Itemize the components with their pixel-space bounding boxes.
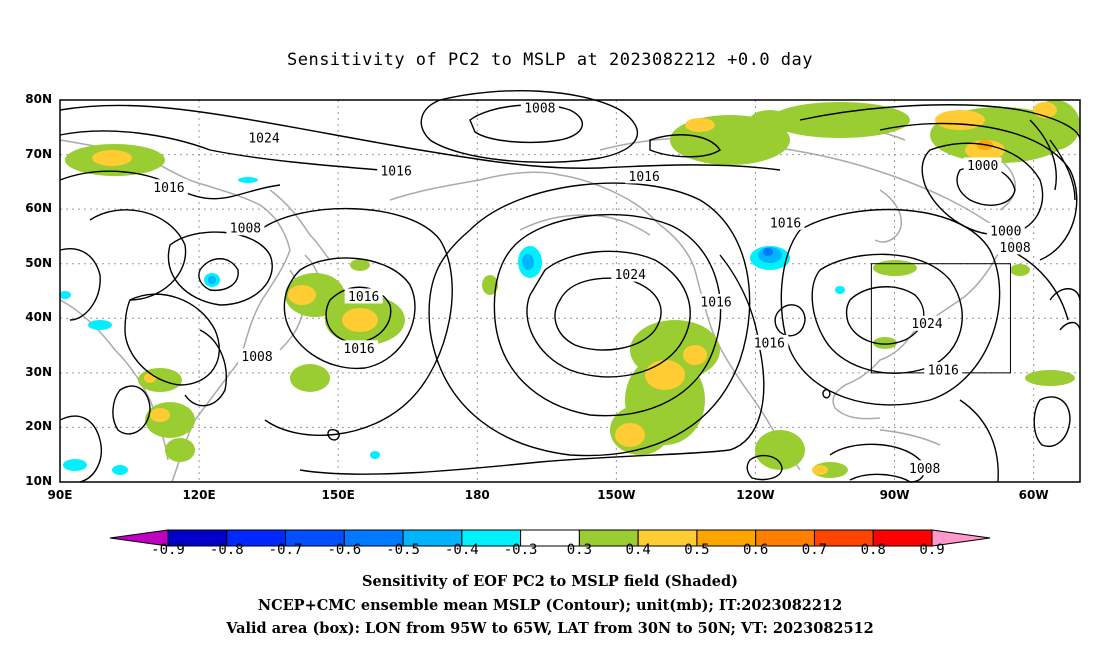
contour-label-bg: [908, 315, 946, 331]
contour-label-bg: [226, 220, 265, 236]
colorbar-label: -0.4: [444, 542, 479, 558]
caption-shaded: Sensitivity of EOF PC2 to MSLP field (Sh…: [362, 573, 738, 590]
lon-label: 150W: [597, 488, 636, 502]
contour-label-bg: [344, 288, 383, 304]
colorbar-label: -0.6: [327, 542, 362, 558]
contour-label: 1024: [911, 317, 942, 332]
colorbar-label: 0.6: [743, 542, 769, 558]
contour-label-bg: [697, 293, 736, 309]
contour-label-bg: [340, 340, 379, 356]
mslp-contours: [59, 90, 1081, 483]
contour-label-bg: [611, 266, 650, 282]
contour-labels: 1024 1008 1016 1016 1016 1000 1016 1000 1008 1008…: [149, 100, 1035, 477]
contour-label: 1024: [615, 268, 646, 283]
contour-label: 1016: [629, 170, 660, 185]
contour-label-bg: [986, 222, 1025, 238]
contour-label: 1008: [241, 350, 272, 365]
lon-label: 150E: [321, 488, 355, 502]
contour-label-bg: [625, 168, 664, 184]
contour-label: 1016: [343, 342, 374, 357]
lat-label: 50N: [25, 255, 52, 270]
colorbar-label: -0.9: [151, 542, 185, 558]
colorbar-label: 0.7: [801, 542, 828, 558]
contour-label: 1008: [230, 222, 261, 237]
lon-label: 180: [464, 488, 490, 502]
contour-label-bg: [245, 130, 283, 146]
lon-label: 90E: [47, 488, 73, 502]
contour-label-bg: [377, 162, 416, 178]
caption-contour: NCEP+CMC ensemble mean MSLP (Contour); u…: [257, 597, 843, 614]
contour-label: 1008: [909, 462, 940, 477]
contour-label: 1016: [153, 181, 184, 196]
contour-label-bg: [924, 362, 963, 378]
colorbar-label: 0.9: [919, 542, 945, 558]
contour-label: 1016: [754, 336, 785, 351]
lon-label: 120E: [182, 488, 216, 502]
gridlines: [60, 100, 1080, 482]
contour-label-bg: [520, 100, 559, 116]
contour-label: 1016: [380, 164, 411, 179]
map-title: Sensitivity of PC2 to MSLP at 2023082212…: [286, 50, 813, 70]
contour-label-bg: [766, 214, 805, 230]
lon-label: 60W: [1018, 488, 1049, 502]
lon-label: 90W: [879, 488, 910, 502]
colorbar-label: -0.8: [209, 542, 244, 558]
contour-label: 1016: [348, 290, 379, 305]
contour-label: 1016: [770, 216, 801, 231]
colorbar-label: 0.3: [566, 542, 593, 558]
caption-valid-area: Valid area (box): LON from 95W to 65W, L…: [226, 620, 874, 637]
lat-label: 80N: [25, 92, 52, 106]
colorbar-label: 0.4: [625, 542, 651, 558]
colorbar-label: -0.5: [386, 542, 420, 558]
colorbar-label: -0.7: [268, 542, 303, 558]
lat-label: 70N: [25, 146, 52, 161]
colorbar-label: -0.3: [503, 542, 538, 558]
contour-label: 1008: [999, 241, 1030, 256]
contour-label: 1000: [990, 224, 1021, 239]
map-frame: [59, 99, 1081, 483]
lat-label: 20N: [25, 419, 52, 434]
contour-label-bg: [963, 157, 1002, 173]
contour-label: 1016: [928, 364, 959, 379]
contour-label: 1016: [700, 295, 731, 310]
contour-label: 1024: [248, 132, 279, 147]
contour-label-bg: [238, 348, 277, 364]
colorbar-label: 0.8: [860, 542, 886, 558]
contour-label: 1000: [967, 159, 998, 174]
colorbar-label: 0.5: [684, 542, 710, 558]
lat-label: 30N: [25, 364, 52, 379]
contour-label-bg: [750, 334, 789, 350]
contour-label-bg: [996, 239, 1035, 255]
contour-label: 1008: [524, 102, 555, 117]
lon-label: 120W: [736, 488, 775, 502]
lat-label: 10N: [25, 474, 52, 488]
lat-label: 60N: [25, 201, 52, 216]
lat-label: 40N: [25, 310, 52, 325]
contour-label-bg: [905, 460, 944, 476]
contour-label-bg: [149, 179, 188, 195]
